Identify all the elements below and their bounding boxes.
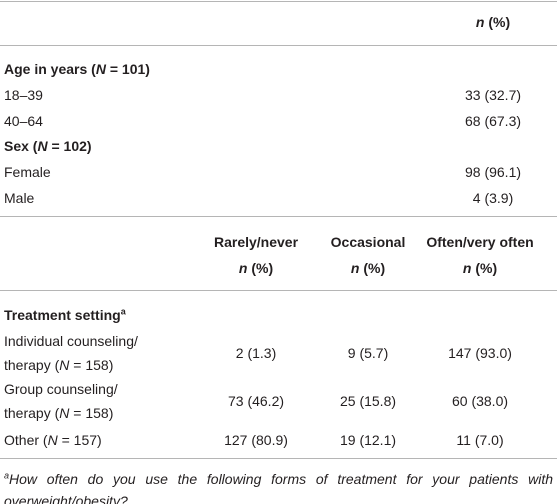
cell: 19 (12.1) — [340, 431, 396, 449]
cell-text: 68 (67.3) — [464, 113, 522, 129]
label-text: Treatment setting — [4, 307, 121, 323]
rule — [0, 458, 557, 459]
label-var: N — [95, 61, 106, 77]
label-text: = 101) — [105, 61, 150, 77]
footnote-text: How often do you use the following forms… — [4, 471, 553, 504]
footnote: aHow often do you use the following form… — [4, 468, 553, 504]
cell: 4 (3.9) — [473, 189, 513, 207]
row-label-text: Individual counseling/ — [4, 333, 138, 349]
cell: 2 (1.3) — [236, 344, 276, 362]
cell-text: 11 (7.0) — [456, 432, 504, 448]
header-text: (%) — [247, 260, 274, 276]
cell-text: 4 (3.9) — [472, 190, 514, 206]
row-label-text: 40–64 — [4, 113, 43, 129]
row-label-text: Group counseling/ — [4, 381, 118, 397]
header-text: (%) — [471, 260, 498, 276]
rule — [0, 45, 557, 46]
label-var: N — [37, 138, 48, 154]
row-label-text: Female — [4, 164, 51, 180]
cell: 73 (46.2) — [228, 392, 284, 410]
row-label-text: Male — [4, 190, 35, 206]
label-text: = 102) — [47, 138, 92, 154]
cell-text: 98 (96.1) — [464, 164, 522, 180]
rule — [0, 216, 557, 217]
column-header: Rarely/never — [214, 233, 298, 251]
cell-text: 60 (38.0) — [451, 393, 509, 409]
section-label: Treatment settinga — [4, 306, 126, 324]
label-var: N — [59, 357, 70, 373]
footnote-mark: a — [4, 470, 10, 481]
header-var: n — [462, 260, 472, 276]
header-var: n — [238, 260, 248, 276]
cell-text: 33 (32.7) — [464, 87, 522, 103]
cell-text: 147 (93.0) — [448, 345, 512, 361]
column-header: Often/very often — [426, 233, 533, 251]
row-label: Female — [4, 163, 51, 181]
column-title: Rarely/never — [213, 234, 299, 250]
cell: 68 (67.3) — [465, 112, 521, 130]
label-text: = 158) — [69, 357, 114, 373]
cell-text: 73 (46.2) — [227, 393, 285, 409]
section-label: Age in years (N = 101) — [4, 60, 150, 78]
label-text: = 157) — [57, 432, 102, 448]
cell: 11 (7.0) — [456, 431, 503, 449]
row-label: Male — [4, 189, 34, 207]
row-label: 18–39 — [4, 86, 43, 104]
column-title: Often/very often — [426, 234, 534, 250]
header-text: (%) — [484, 14, 511, 30]
cell-text: 9 (5.7) — [347, 345, 389, 361]
column-subheader: n (%) — [463, 259, 497, 277]
column-title: Occasional — [330, 234, 406, 250]
header-var: n — [475, 14, 485, 30]
row-label: Other (N = 157) — [4, 431, 102, 449]
cell: 98 (96.1) — [465, 163, 521, 181]
header-var: n — [350, 260, 360, 276]
header-text: (%) — [359, 260, 386, 276]
row-label: Group counseling/ — [4, 380, 118, 398]
row-label: therapy (N = 158) — [4, 404, 113, 422]
label-text: Sex ( — [4, 138, 38, 154]
row-label: 40–64 — [4, 112, 43, 130]
label-text: Other ( — [4, 432, 48, 448]
label-text: therapy ( — [4, 405, 60, 421]
cell-text: 19 (12.1) — [339, 432, 397, 448]
rule — [0, 1, 557, 2]
column-header: n (%) — [476, 13, 510, 31]
cell: 25 (15.8) — [340, 392, 396, 410]
cell: 9 (5.7) — [348, 344, 388, 362]
section-label: Sex (N = 102) — [4, 137, 92, 155]
cell: 147 (93.0) — [448, 344, 512, 362]
column-subheader: n (%) — [351, 259, 385, 277]
label-text: Age in years ( — [4, 61, 96, 77]
rule — [0, 290, 557, 291]
label-var: N — [59, 405, 70, 421]
cell: 33 (32.7) — [465, 86, 521, 104]
label-text: = 158) — [69, 405, 114, 421]
column-subheader: n (%) — [239, 259, 273, 277]
row-label: therapy (N = 158) — [4, 356, 113, 374]
row-label: Individual counseling/ — [4, 332, 138, 350]
label-var: N — [47, 432, 58, 448]
cell-text: 2 (1.3) — [235, 345, 277, 361]
cell-text: 127 (80.9) — [224, 432, 288, 448]
row-label-text: 18–39 — [4, 87, 43, 103]
label-sup: a — [120, 306, 126, 317]
label-text: therapy ( — [4, 357, 60, 373]
column-header: Occasional — [331, 233, 406, 251]
cell: 60 (38.0) — [452, 392, 508, 410]
cell: 127 (80.9) — [224, 431, 288, 449]
cell-text: 25 (15.8) — [339, 393, 397, 409]
